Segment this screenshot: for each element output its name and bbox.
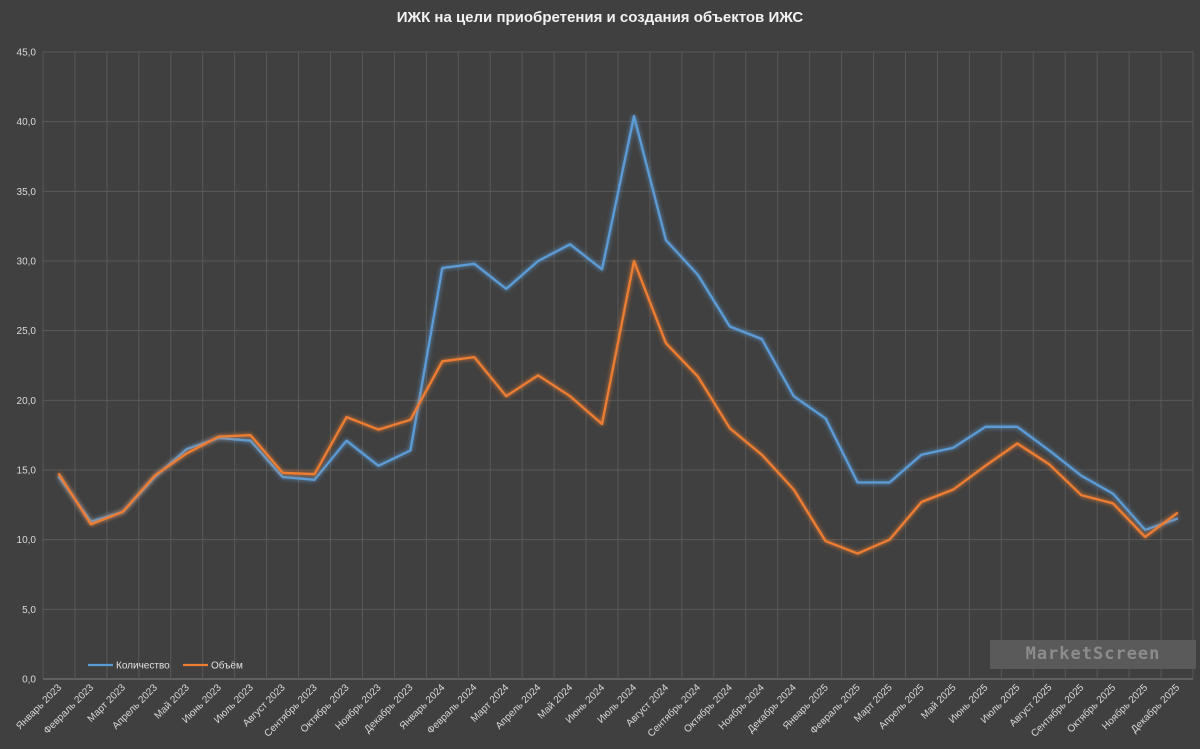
legend: Количество Объём (88, 660, 243, 672)
y-tick-label: 0,0 (22, 675, 36, 686)
legend-label: Объём (211, 660, 243, 672)
y-axis-ticks: 0,0 5,0 10,0 15,0 20,0 25,0 30,0 35,0 40,0 45,0 (17, 48, 37, 686)
y-tick-label: 35,0 (17, 187, 37, 198)
y-tick-label: 45,0 (17, 48, 37, 59)
y-tick-label: 25,0 (17, 326, 37, 337)
watermark-logo: MarketScreen (990, 640, 1196, 669)
x-tick-label: Сентябрь 2024 (645, 681, 703, 739)
y-tick-label: 10,0 (17, 535, 37, 546)
grid (42, 51, 1194, 680)
y-tick-label: 15,0 (17, 466, 37, 477)
series-lines (57, 114, 1179, 555)
y-tick-label: 30,0 (17, 257, 37, 268)
y-tick-label: 20,0 (17, 396, 37, 407)
y-tick-label: 40,0 (17, 117, 37, 128)
legend-label: Количество (116, 661, 170, 672)
series-line-kolichestvo (57, 114, 1179, 532)
x-tick-label: Сентябрь 2025 (1028, 681, 1086, 739)
x-tick-label: Сентябрь 2023 (262, 681, 320, 739)
chart-title: ИЖК на цели приобретения и создания объе… (396, 9, 804, 26)
y-tick-label: 5,0 (22, 605, 36, 616)
series-line-obem (57, 259, 1179, 555)
